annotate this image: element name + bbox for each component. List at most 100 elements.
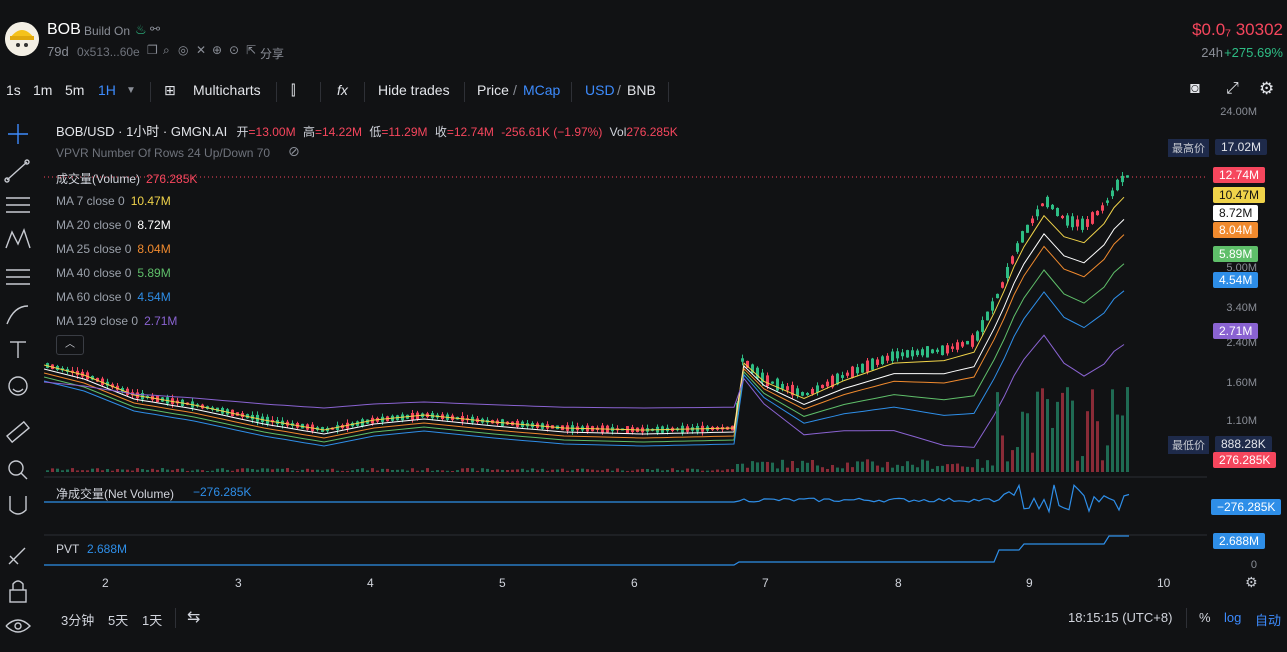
magnet-icon[interactable] <box>9 496 27 515</box>
visibility-icon[interactable] <box>5 619 31 633</box>
lock-icon[interactable] <box>9 580 27 603</box>
token-avatar[interactable] <box>5 22 39 56</box>
volume-bar <box>861 461 864 472</box>
settings-icon[interactable]: ⚙ <box>1259 79 1275 98</box>
crosshair-icon[interactable] <box>8 124 28 144</box>
indicator-row[interactable]: MA 20 close 0 8.72M <box>56 218 171 232</box>
indicator-value: 2.71M <box>144 314 178 328</box>
candle-body <box>861 363 864 373</box>
range-3min[interactable]: 3分钟 <box>61 613 95 628</box>
share-icon[interactable]: ⇱ <box>246 43 257 57</box>
auto-toggle[interactable]: 自动 <box>1255 613 1282 628</box>
camera-icon[interactable]: ◙ <box>1190 80 1200 97</box>
fib-icon[interactable] <box>6 269 30 285</box>
candle-body <box>1066 215 1069 226</box>
candle-body <box>761 372 764 383</box>
share-label[interactable]: 分享 <box>260 47 285 61</box>
volume-bar <box>551 469 554 472</box>
volume-bar <box>86 470 89 472</box>
candle-body <box>86 372 89 380</box>
ma-price-tag: 12.74M <box>1213 167 1266 183</box>
trendline-icon[interactable] <box>4 159 30 183</box>
interval-dropdown-icon[interactable]: ▼ <box>126 85 136 96</box>
volume-bar <box>1066 387 1069 472</box>
copy-icon[interactable]: ❐ <box>147 43 158 57</box>
volume-bar <box>211 470 214 472</box>
log-toggle[interactable]: log <box>1224 610 1242 625</box>
moving-averages <box>43 196 1125 448</box>
indicator-row[interactable]: MA 60 close 0 4.54M <box>56 290 171 304</box>
indicator-row[interactable]: MA 129 close 0 2.71M <box>56 314 177 328</box>
hide-trades-button[interactable]: Hide trades <box>378 82 450 98</box>
website-icon[interactable]: ⊕ <box>212 43 223 57</box>
volume-bar <box>266 468 269 472</box>
x-icon[interactable]: ✕ <box>196 43 207 57</box>
percent-toggle[interactable]: % <box>1199 610 1211 625</box>
axis-settings-icon[interactable]: ⚙ <box>1245 574 1258 590</box>
fullscreen-icon[interactable]: ⤢ <box>1226 80 1239 97</box>
multicharts-button[interactable]: Multicharts <box>193 82 261 98</box>
volume-bar <box>506 470 509 472</box>
hide-vpvr-icon[interactable]: ⊘ <box>288 143 300 159</box>
volume-bar <box>606 468 609 472</box>
token-header: BOB Build On ♨ ⚯ 79d 0x513...60e ❐ ⌕ ◎ ✕… <box>0 0 1287 70</box>
vpvr-label: VPVR Number Of Rows 24 Up/Down 70 <box>56 146 271 160</box>
collapse-legend-button[interactable]: ︿ <box>56 335 84 355</box>
text-icon[interactable] <box>10 341 26 358</box>
date-range-icon[interactable]: ⇆ <box>187 609 201 626</box>
bnb-toggle[interactable]: BNB <box>627 82 656 98</box>
volume-bar <box>261 468 264 472</box>
candle-body <box>1021 231 1024 243</box>
brush-icon[interactable] <box>6 305 29 325</box>
clock-time[interactable]: 18:15:15 (UTC+8) <box>1068 610 1173 625</box>
explorer-icon[interactable]: ⊙ <box>229 43 240 57</box>
interval-1h[interactable]: 1H <box>98 82 116 98</box>
ruler-icon[interactable] <box>6 420 30 444</box>
multicharts-icon[interactable]: ⊞ <box>164 82 176 98</box>
volume-bar <box>1086 411 1089 472</box>
horizontal-lines-icon[interactable] <box>6 197 30 213</box>
ma-line <box>43 290 1125 447</box>
indicator-row[interactable]: MA 40 close 0 5.89M <box>56 266 171 280</box>
volume-bar <box>646 469 649 472</box>
interval-5m[interactable]: 5m <box>65 82 85 98</box>
link-icon[interactable]: ⚯ <box>150 22 161 36</box>
mcap-toggle[interactable]: MCap <box>523 82 561 98</box>
candles <box>46 172 1129 436</box>
indicator-row[interactable]: MA 25 close 0 8.04M <box>56 242 171 256</box>
candle-body <box>116 385 119 390</box>
candlestick-plot[interactable] <box>43 110 1207 572</box>
candle-body <box>986 311 989 321</box>
volume-bar <box>961 466 964 472</box>
volume-bar <box>836 467 839 472</box>
candle-body <box>841 375 844 378</box>
price-chart[interactable] <box>43 110 1207 572</box>
indicator-row[interactable]: MA 7 close 0 10.47M <box>56 194 171 208</box>
candle-body <box>996 293 999 299</box>
indicators-icon[interactable]: fx <box>337 82 348 98</box>
contract-address[interactable]: 0x513...60e <box>77 45 140 59</box>
usd-toggle[interactable]: USD <box>585 82 615 98</box>
volume-bar <box>1116 414 1119 472</box>
telegram-icon[interactable]: ◎ <box>178 43 189 57</box>
interval-1m[interactable]: 1m <box>33 82 53 98</box>
volume-bar <box>296 470 299 472</box>
volume-bar <box>456 470 459 472</box>
volume-bar <box>1111 389 1114 472</box>
volume-bar <box>1106 445 1109 472</box>
candle-body <box>1011 256 1014 264</box>
interval-1s[interactable]: 1s <box>6 82 21 98</box>
zoom-icon[interactable] <box>8 460 28 480</box>
range-1d[interactable]: 1天 <box>142 613 163 628</box>
volume-bar <box>351 470 354 472</box>
volume-bar <box>251 468 254 472</box>
emoji-icon[interactable] <box>8 376 28 396</box>
indicator-row[interactable]: 成交量(Volume) 276.285K <box>56 170 197 187</box>
candle-type-icon[interactable]: ⫿ <box>291 82 296 98</box>
lock-drawing-icon[interactable] <box>8 547 26 565</box>
range-5d[interactable]: 5天 <box>108 613 129 628</box>
price-toggle[interactable]: Price <box>477 82 509 98</box>
search-icon[interactable]: ⌕ <box>163 43 170 57</box>
volume-bar <box>471 468 474 472</box>
pattern-icon[interactable] <box>5 228 31 249</box>
